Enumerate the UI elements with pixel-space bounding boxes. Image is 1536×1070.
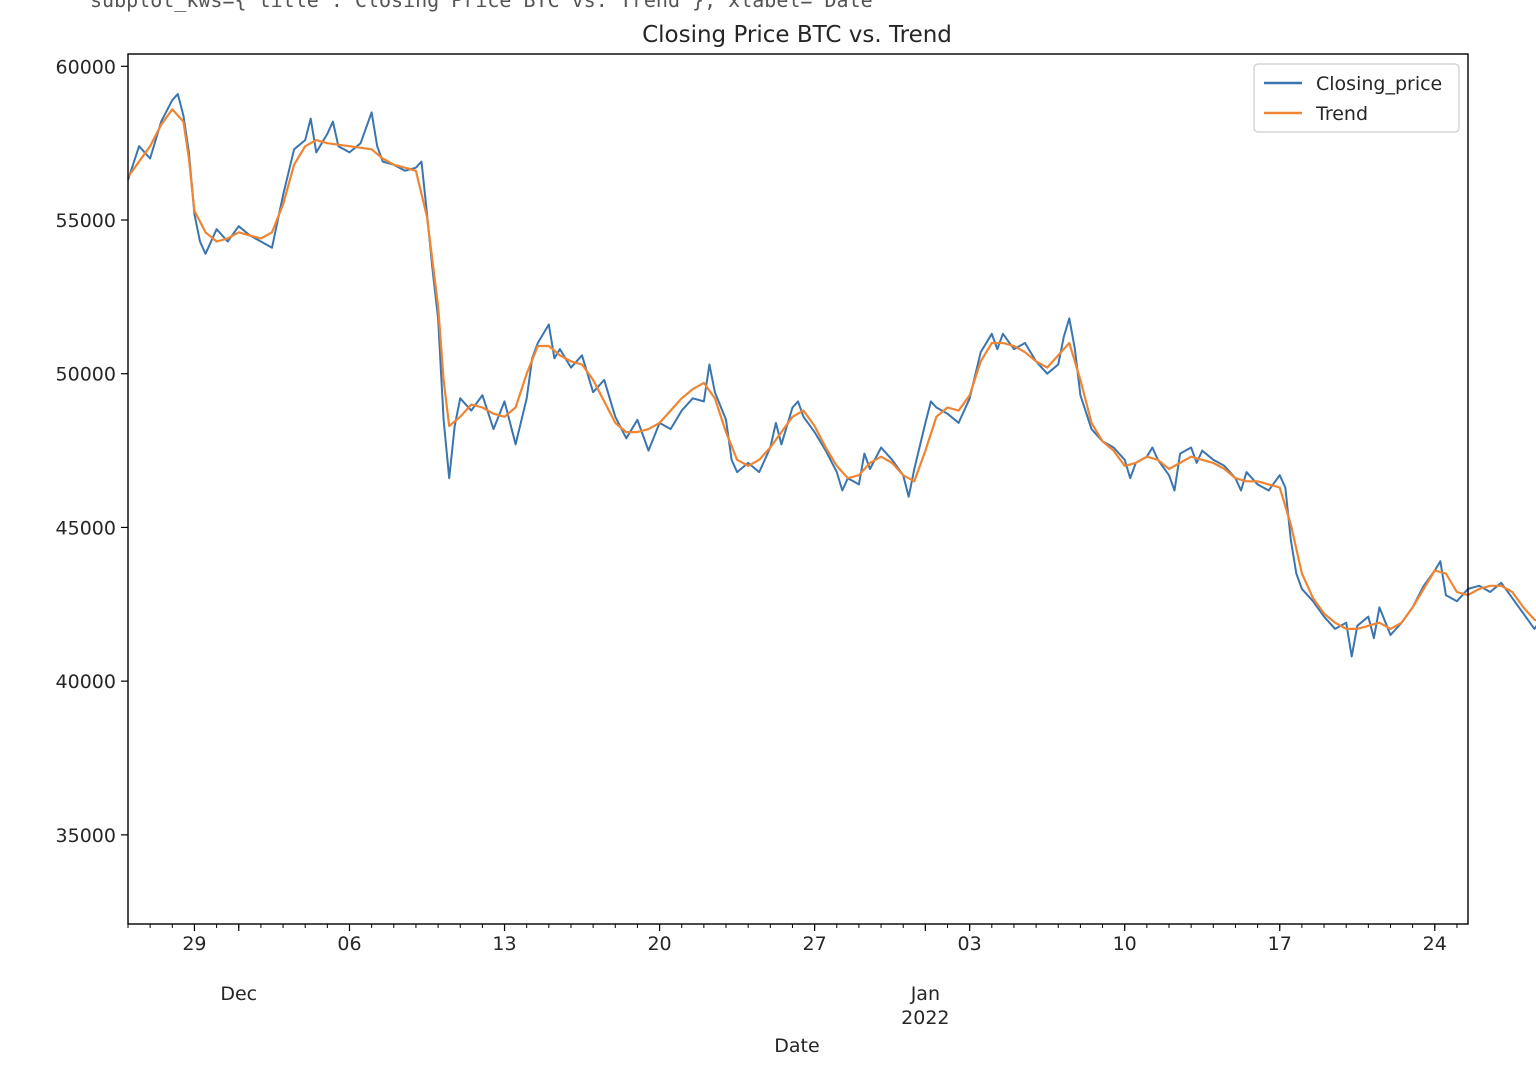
x-tick-label: 17 (1268, 933, 1292, 955)
plot-frame (127, 53, 1469, 925)
legend-label: Closing_price (1316, 73, 1442, 95)
x-tick-label: 20 (647, 933, 671, 955)
x-tick-label: 06 (337, 933, 361, 955)
series-line-trend (127, 108, 1536, 630)
x-tick-label: 13 (492, 933, 516, 955)
chart-title: Closing Price BTC vs. Trend (642, 22, 952, 48)
legend-label: Trend (1315, 103, 1368, 125)
x-month-label: Dec (220, 983, 257, 1005)
series-line-closing-price (127, 93, 1536, 658)
y-tick-label: 45000 (56, 517, 116, 539)
x-axis-label: Date (774, 1035, 819, 1057)
y-tick-label: 60000 (56, 56, 116, 78)
x-tick-label: 10 (1113, 933, 1137, 955)
y-tick-label: 55000 (56, 210, 116, 232)
x-tick-label: 29 (182, 933, 206, 955)
code-fragment: subplot_kws={'title':'Closing Price BTC … (90, 0, 885, 12)
x-month-label: 2022 (901, 1007, 949, 1029)
legend-box (1253, 63, 1460, 133)
x-month-label: Jan (910, 983, 940, 1005)
y-axis: 35000 40000 45000 50000 55000 60000 (56, 56, 128, 847)
x-tick-label: 24 (1423, 933, 1447, 955)
y-tick-label: 35000 (56, 825, 116, 847)
y-tick-label: 50000 (56, 364, 116, 386)
x-tick-label: 03 (958, 933, 982, 955)
plot-area (127, 93, 1536, 658)
x-tick-label: 27 (803, 933, 827, 955)
legend: Closing_price Trend (1253, 63, 1460, 133)
y-tick-label: 40000 (56, 671, 116, 693)
